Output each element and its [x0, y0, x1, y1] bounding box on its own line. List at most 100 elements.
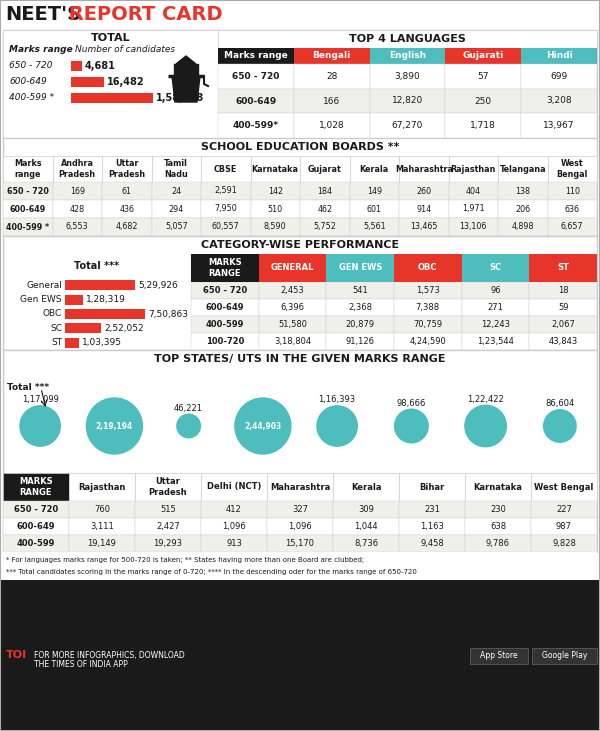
Bar	[3, 473, 69, 501]
Text: 914: 914	[416, 205, 431, 213]
Bar	[267, 501, 333, 518]
Text: Google Play: Google Play	[542, 651, 587, 660]
Bar	[3, 552, 597, 580]
Text: 4,681: 4,681	[85, 61, 116, 71]
Text: Gen EWS: Gen EWS	[20, 295, 62, 304]
Text: 13,106: 13,106	[460, 222, 487, 232]
Bar	[191, 299, 259, 316]
Text: English: English	[389, 51, 426, 61]
Bar	[251, 182, 300, 200]
Bar	[370, 48, 445, 64]
Text: TOP STATES/ UTS IN THE GIVEN MARKS RANGE: TOP STATES/ UTS IN THE GIVEN MARKS RANGE	[154, 354, 446, 364]
Bar	[449, 218, 498, 236]
Text: 2,427: 2,427	[156, 522, 180, 531]
Bar	[201, 518, 267, 535]
Text: 1,044: 1,044	[354, 522, 378, 531]
Text: Maharashtra: Maharashtra	[395, 164, 453, 173]
Text: 510: 510	[268, 205, 283, 213]
Text: Karnataka: Karnataka	[473, 482, 523, 491]
Bar	[65, 338, 79, 348]
Text: 428: 428	[70, 205, 85, 213]
Text: Rajasthan: Rajasthan	[451, 164, 496, 173]
Text: 6,553: 6,553	[66, 222, 89, 232]
Text: 271: 271	[488, 303, 503, 312]
Bar	[399, 218, 449, 236]
Bar	[294, 48, 370, 64]
Bar	[461, 282, 529, 299]
Text: 650 - 720: 650 - 720	[9, 61, 53, 70]
Bar	[201, 473, 267, 501]
Text: Gujarat: Gujarat	[308, 164, 341, 173]
Text: 149: 149	[367, 186, 382, 195]
Circle shape	[235, 398, 291, 454]
Bar	[267, 535, 333, 552]
Text: 12,243: 12,243	[481, 320, 510, 329]
Text: 400-599: 400-599	[206, 320, 244, 329]
Text: 650 - 720: 650 - 720	[7, 186, 49, 195]
Bar	[3, 218, 53, 236]
Text: Kerala: Kerala	[359, 164, 389, 173]
Bar	[135, 473, 201, 501]
Bar	[201, 156, 251, 182]
Text: 4,24,590: 4,24,590	[409, 337, 446, 346]
Bar	[326, 299, 394, 316]
Text: App Store: App Store	[480, 651, 518, 660]
Text: 760: 760	[94, 505, 110, 514]
Bar	[71, 93, 153, 103]
Text: 5,29,926: 5,29,926	[139, 281, 178, 289]
Polygon shape	[176, 56, 196, 64]
Bar	[259, 333, 326, 350]
Text: 601: 601	[367, 205, 382, 213]
Text: 9,786: 9,786	[486, 539, 510, 548]
Text: TOI: TOI	[6, 651, 27, 661]
Bar	[69, 501, 135, 518]
Text: 1,22,422: 1,22,422	[467, 395, 504, 404]
Bar	[251, 200, 300, 218]
Text: TOTAL: TOTAL	[91, 33, 130, 43]
Bar	[3, 138, 597, 236]
Bar	[135, 518, 201, 535]
Text: 412: 412	[226, 505, 242, 514]
Text: 436: 436	[119, 205, 134, 213]
Bar	[465, 501, 531, 518]
Text: 43,843: 43,843	[548, 337, 578, 346]
Text: 57: 57	[478, 72, 489, 81]
Text: MARKS
RANGE: MARKS RANGE	[208, 258, 242, 278]
Bar	[465, 535, 531, 552]
Text: 400-599 *: 400-599 *	[6, 222, 49, 232]
Bar	[251, 218, 300, 236]
Text: 2,19,194: 2,19,194	[96, 422, 133, 431]
Text: Tamil
Nadu: Tamil Nadu	[164, 159, 188, 178]
Bar	[333, 518, 399, 535]
Bar	[461, 316, 529, 333]
Polygon shape	[172, 76, 200, 102]
Bar	[470, 648, 528, 664]
Bar	[445, 113, 521, 138]
Text: 13,465: 13,465	[410, 222, 437, 232]
Bar	[449, 200, 498, 218]
Text: 3,890: 3,890	[395, 72, 421, 81]
Circle shape	[317, 406, 357, 446]
Text: 1,718: 1,718	[470, 121, 496, 130]
Text: 230: 230	[490, 505, 506, 514]
Bar	[267, 518, 333, 535]
Bar	[370, 88, 445, 113]
Text: 638: 638	[490, 522, 506, 531]
Bar	[0, 0, 600, 30]
Text: 12,820: 12,820	[392, 96, 423, 105]
Bar	[529, 316, 597, 333]
Bar	[65, 280, 136, 290]
Bar	[370, 64, 445, 88]
Text: 5,752: 5,752	[313, 222, 336, 232]
Text: GENERAL: GENERAL	[271, 263, 314, 273]
Text: 86,604: 86,604	[545, 399, 575, 408]
Text: 294: 294	[169, 205, 184, 213]
Text: ST: ST	[51, 338, 62, 347]
Text: 1,163: 1,163	[420, 522, 444, 531]
Text: 327: 327	[292, 505, 308, 514]
Bar	[218, 113, 294, 138]
Text: 1,17,099: 1,17,099	[22, 395, 59, 404]
Text: 1,028: 1,028	[319, 121, 344, 130]
Text: Karnataka: Karnataka	[252, 164, 299, 173]
Bar	[191, 333, 259, 350]
